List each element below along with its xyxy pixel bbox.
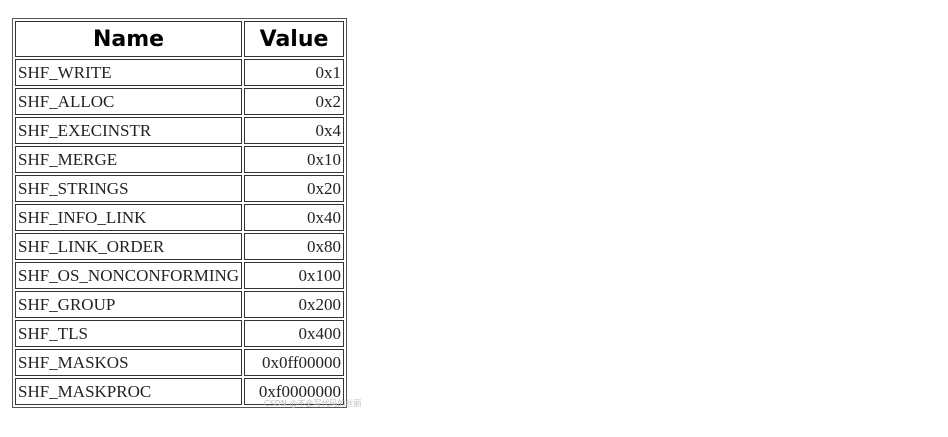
table-row: SHF_INFO_LINK 0x40 xyxy=(15,204,345,231)
table-row: SHF_EXECINSTR 0x4 xyxy=(15,117,345,144)
table-row: SHF_GROUP 0x200 xyxy=(15,291,345,318)
section-flags-table-container: Name Value SHF_WRITE 0x1 SHF_ALLOC 0x2 S… xyxy=(12,18,348,408)
section-flags-table: Name Value SHF_WRITE 0x1 SHF_ALLOC 0x2 S… xyxy=(12,18,348,408)
flag-value-cell: 0x400 xyxy=(244,320,345,347)
flag-name-cell: SHF_TLS xyxy=(15,320,243,347)
flag-value-cell: 0x200 xyxy=(244,291,345,318)
table-row: SHF_MERGE 0x10 xyxy=(15,146,345,173)
flag-name-cell: SHF_OS_NONCONFORMING xyxy=(15,262,243,289)
flag-value-cell: 0x2 xyxy=(244,88,345,115)
flag-name-cell: SHF_MERGE xyxy=(15,146,243,173)
flag-name-cell: SHF_GROUP xyxy=(15,291,243,318)
table-row: SHF_STRINGS 0x20 xyxy=(15,175,345,202)
table-row: SHF_MASKPROC 0xf0000000 xyxy=(15,378,345,405)
flag-value-cell: 0x10 xyxy=(244,146,345,173)
flag-name-cell: SHF_MASKPROC xyxy=(15,378,243,405)
table-row: SHF_TLS 0x400 xyxy=(15,320,345,347)
table-row: SHF_MASKOS 0x0ff00000 xyxy=(15,349,345,376)
table-header-row: Name Value xyxy=(15,21,345,57)
flag-name-cell: SHF_EXECINSTR xyxy=(15,117,243,144)
flag-value-cell: 0x0ff00000 xyxy=(244,349,345,376)
table-row: SHF_ALLOC 0x2 xyxy=(15,88,345,115)
flag-name-cell: SHF_MASKOS xyxy=(15,349,243,376)
table-row: SHF_OS_NONCONFORMING 0x100 xyxy=(15,262,345,289)
flag-value-cell: 0x1 xyxy=(244,59,345,86)
table-row: SHF_WRITE 0x1 xyxy=(15,59,345,86)
flag-name-cell: SHF_ALLOC xyxy=(15,88,243,115)
flag-name-cell: SHF_WRITE xyxy=(15,59,243,86)
table-body: SHF_WRITE 0x1 SHF_ALLOC 0x2 SHF_EXECINST… xyxy=(15,59,345,405)
watermark: CSDN @不会写代码的丝丽 xyxy=(264,399,362,408)
column-header-value: Value xyxy=(244,21,345,57)
flag-value-cell: 0xf0000000 xyxy=(244,378,345,405)
flag-name-cell: SHF_STRINGS xyxy=(15,175,243,202)
flag-name-cell: SHF_LINK_ORDER xyxy=(15,233,243,260)
table-row: SHF_LINK_ORDER 0x80 xyxy=(15,233,345,260)
flag-value-cell: 0x4 xyxy=(244,117,345,144)
flag-value-cell: 0x100 xyxy=(244,262,345,289)
flag-value-cell: 0x40 xyxy=(244,204,345,231)
flag-value-cell: 0x80 xyxy=(244,233,345,260)
flag-name-cell: SHF_INFO_LINK xyxy=(15,204,243,231)
flag-value-cell: 0x20 xyxy=(244,175,345,202)
column-header-name: Name xyxy=(15,21,243,57)
